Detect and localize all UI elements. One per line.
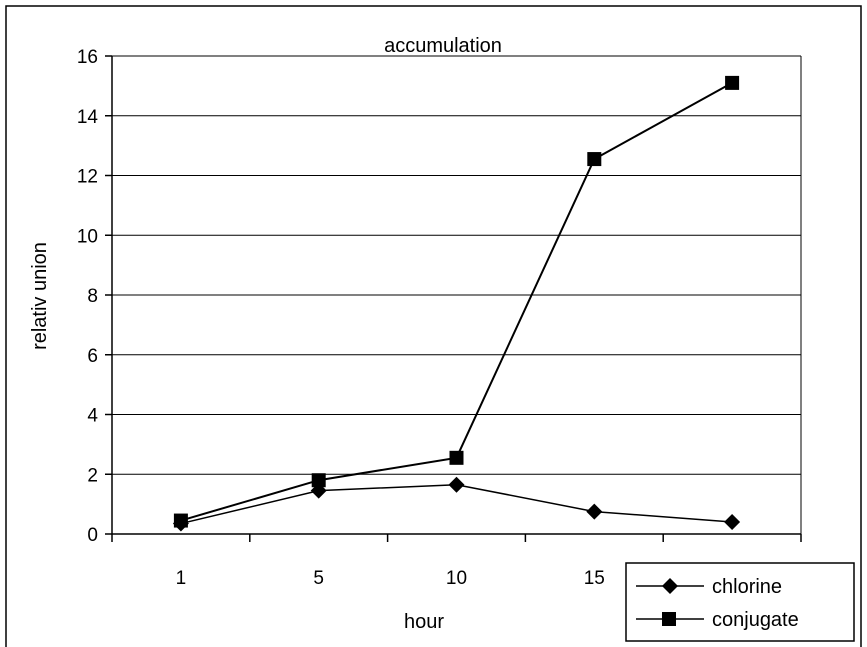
x-tick-label: 10 xyxy=(446,568,467,589)
chart-title: accumulation xyxy=(384,35,502,57)
y-tick-label: 12 xyxy=(77,167,98,188)
y-tick-label: 2 xyxy=(87,465,98,486)
legend-marker-conjugate xyxy=(662,612,676,626)
y-tick-label: 16 xyxy=(77,47,98,68)
y-tick-label: 10 xyxy=(77,226,98,247)
y-tick-label: 14 xyxy=(77,107,99,128)
y-tick-label: 8 xyxy=(87,286,98,307)
legend-label-chlorine: chlorine xyxy=(712,576,782,598)
point-chlorine xyxy=(448,476,465,493)
gridlines xyxy=(112,55,802,535)
point-conjugate xyxy=(725,75,740,90)
y-tick-label: 0 xyxy=(87,525,98,546)
legend-box xyxy=(625,562,855,642)
legend: chlorine conjugate xyxy=(625,562,855,642)
y-tick-label: 6 xyxy=(87,346,98,367)
chart-frame xyxy=(5,5,862,647)
x-tick-label: 5 xyxy=(313,568,324,589)
point-conjugate xyxy=(173,513,188,528)
point-conjugate xyxy=(449,450,464,465)
x-axis-title: hour xyxy=(404,611,444,633)
legend-marker-chlorine xyxy=(662,578,678,594)
y-axis-title: relativ union xyxy=(29,242,51,350)
x-tick-label: 1 xyxy=(176,568,187,589)
y-tick-label: 4 xyxy=(87,406,98,427)
point-conjugate xyxy=(587,152,602,167)
point-chlorine xyxy=(724,514,741,531)
legend-label-conjugate: conjugate xyxy=(712,609,799,631)
series-group xyxy=(172,75,741,532)
point-chlorine xyxy=(586,503,603,520)
x-tick-label: 15 xyxy=(584,568,605,589)
point-conjugate xyxy=(311,473,326,488)
